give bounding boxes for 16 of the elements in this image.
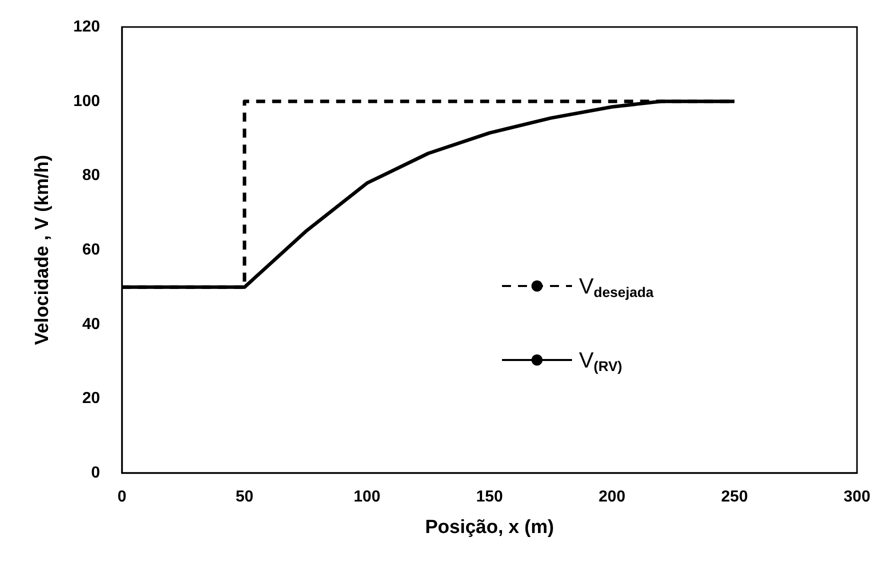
y-tick-label: 40 [82,316,100,333]
x-tick-label: 100 [354,488,380,506]
x-tick-label: 50 [236,488,254,506]
x-tick-label: 200 [598,488,626,506]
y-tick-label: 120 [73,18,100,36]
y-tick-label: 80 [82,167,100,184]
x-axis-title: Posição, x (m) [425,517,554,538]
y-axis-title: Velocidade , V (km/h) [32,154,53,346]
x-tick-label: 150 [476,488,503,506]
x-tick-label: 0 [118,488,127,506]
x-tick-label: 250 [721,488,748,506]
x-tick-label: 300 [844,488,870,506]
y-tick-label: 0 [91,464,100,482]
y-tick-label: 100 [73,92,100,110]
y-tick-label: 20 [82,390,100,408]
y-tick-label: 60 [82,242,100,258]
